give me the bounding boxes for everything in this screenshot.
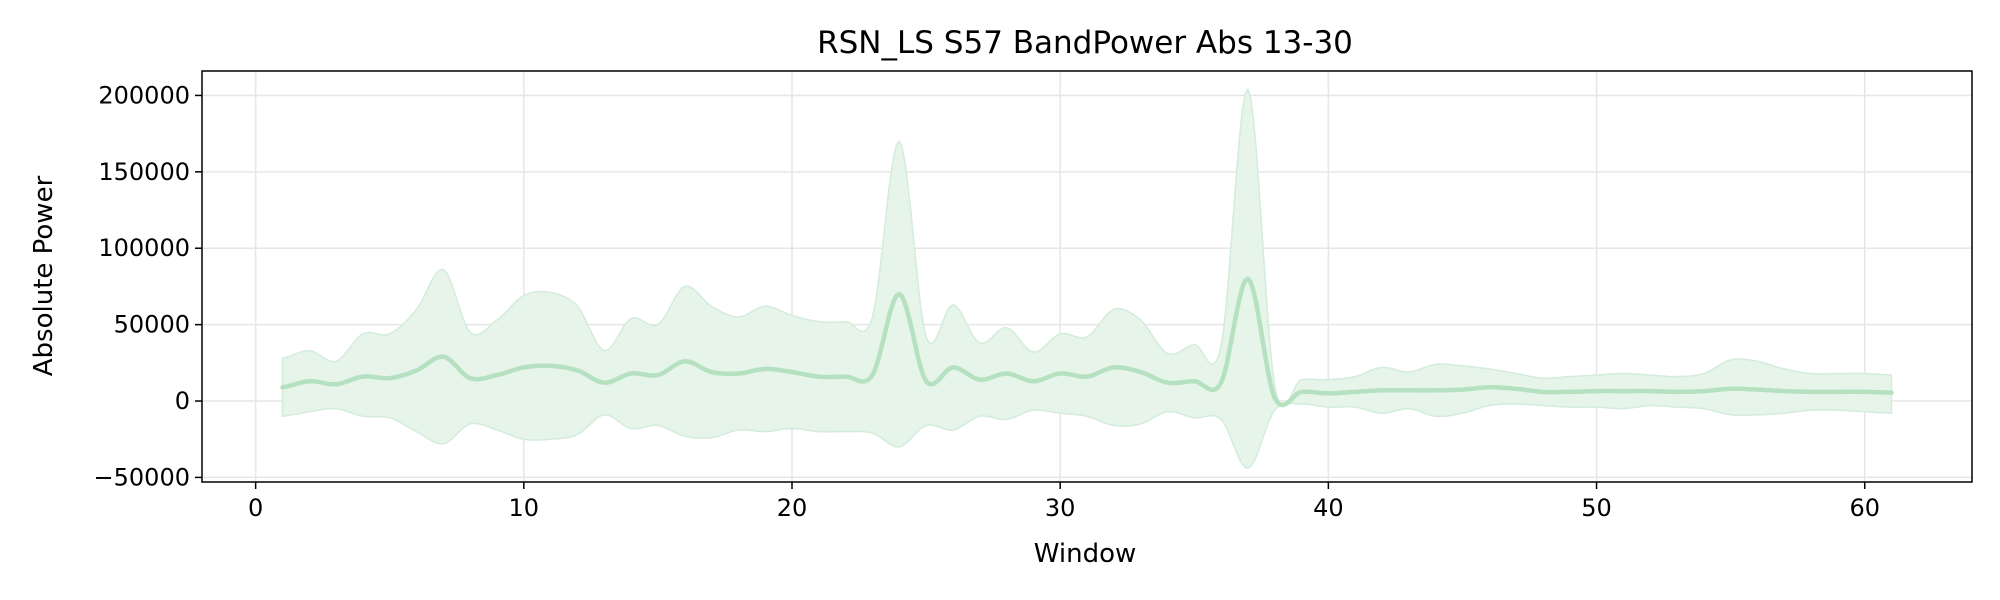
x-tick-label: 50 bbox=[1581, 494, 1612, 522]
y-axis-ticks: −50000 0 50000 100000 150000 200000 bbox=[94, 81, 202, 491]
y-axis-label: Absolute Power bbox=[29, 175, 59, 376]
x-tick-label: 20 bbox=[777, 494, 808, 522]
std-band bbox=[281, 87, 1893, 470]
y-tick-label: 150000 bbox=[98, 158, 190, 186]
band-layer bbox=[281, 87, 1893, 470]
y-tick-label: 0 bbox=[175, 387, 190, 415]
plot-frame bbox=[201, 70, 1973, 483]
chart-title: RSN_LS S57 BandPower Abs 13-30 bbox=[817, 25, 1353, 61]
x-tick-label: 40 bbox=[1313, 494, 1344, 522]
x-axis-label: Window bbox=[1034, 539, 1137, 569]
mean-line bbox=[280, 276, 1894, 408]
x-axis-ticks: 0 10 20 30 40 50 60 bbox=[248, 482, 1880, 522]
x-tick-label: 60 bbox=[1849, 494, 1880, 522]
y-tick-label: 200000 bbox=[98, 81, 190, 109]
line-layer bbox=[280, 276, 1894, 408]
y-tick-label: 100000 bbox=[98, 234, 190, 262]
x-tick-label: 10 bbox=[509, 494, 540, 522]
x-tick-label: 30 bbox=[1045, 494, 1076, 522]
y-tick-label: −50000 bbox=[94, 463, 190, 491]
y-tick-label: 50000 bbox=[114, 311, 190, 339]
x-tick-label: 0 bbox=[248, 494, 263, 522]
